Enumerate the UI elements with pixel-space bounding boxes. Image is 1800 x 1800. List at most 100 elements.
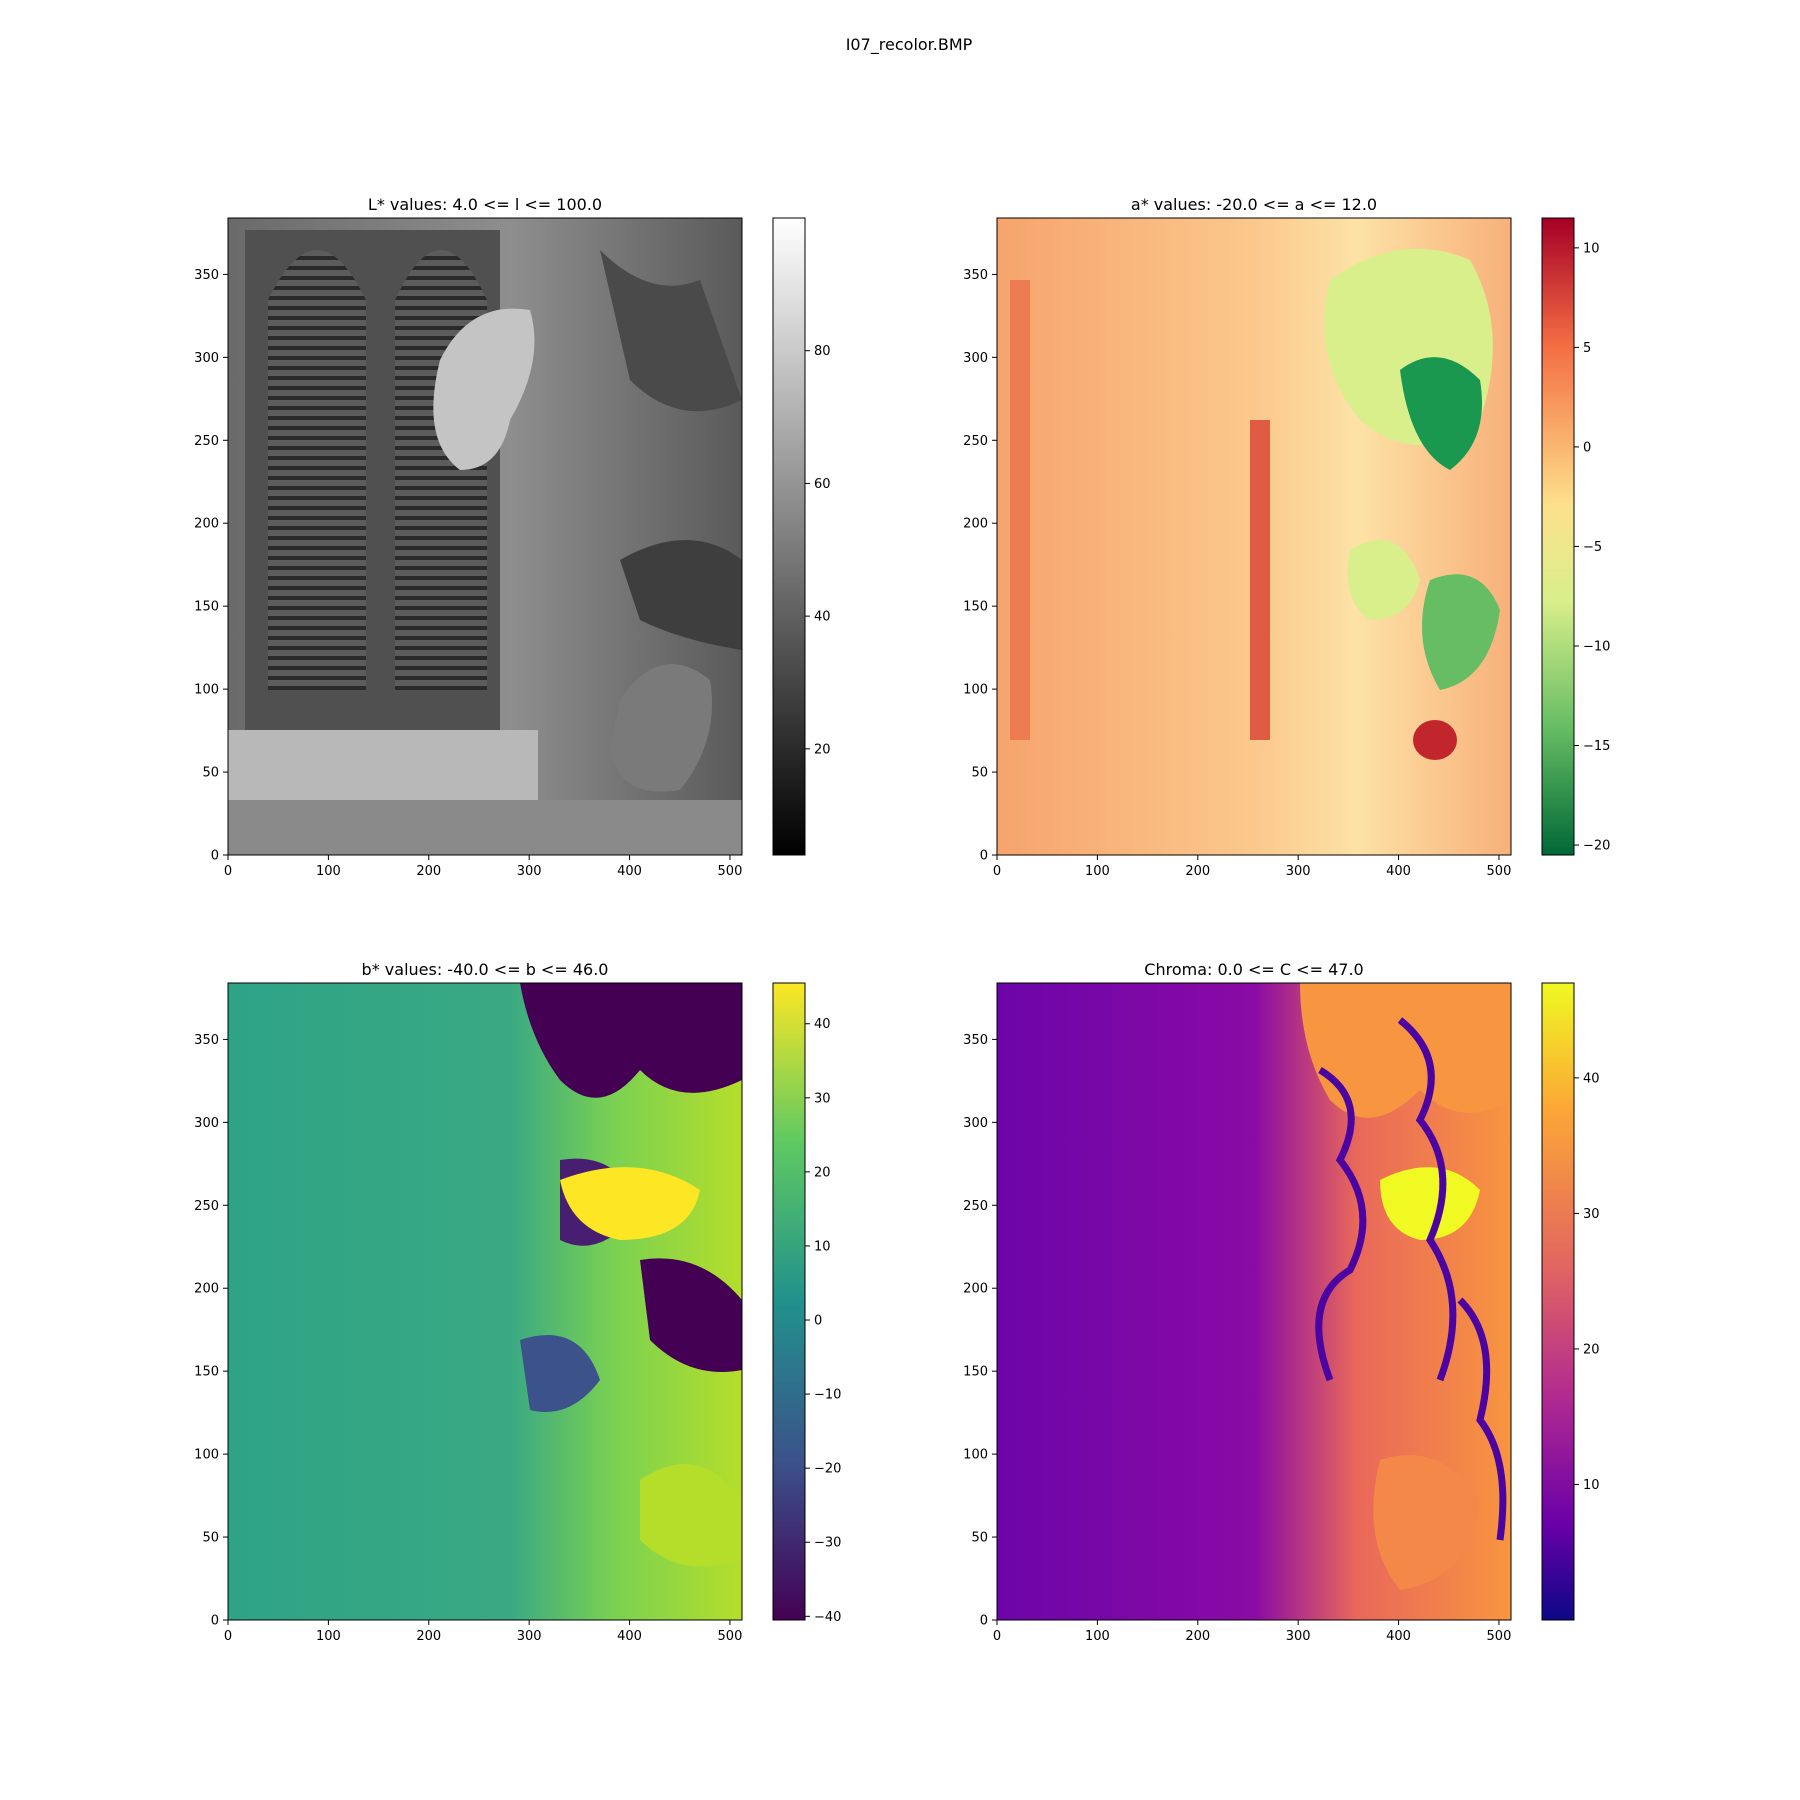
x-tick-label: 400: [1386, 864, 1411, 879]
y-tick-label: 300: [194, 351, 219, 366]
a-x-ticks: 0 100 200 300 400 500: [993, 855, 1512, 879]
panel-l-values: L* values: 4.0 <= l <= 100.0 0 100 200 300 4…: [194, 195, 830, 879]
y-tick-label: 150: [963, 600, 988, 615]
y-tick-label: 0: [980, 1614, 988, 1629]
chroma-y-ticks: 0 50 100 150 200 250 300 350: [963, 1033, 997, 1629]
panel-a-values: a* values: -20.0 <= a <= 12.0 0 100 200 300…: [963, 195, 1610, 879]
chroma-axis-title: Chroma: 0.0 <= C <= 47.0: [1144, 960, 1363, 979]
b-image: [228, 983, 742, 1620]
a-colorbar: [1541, 217, 1575, 856]
panel-chroma: Chroma: 0.0 <= C <= 47.0 0 100 200 300 400 50…: [963, 960, 1599, 1644]
x-tick-label: 200: [1185, 864, 1210, 879]
y-tick-label: 200: [963, 1282, 988, 1297]
y-tick-label: 350: [963, 268, 988, 283]
y-tick-label: 150: [194, 1365, 219, 1380]
y-tick-label: 150: [194, 600, 219, 615]
y-tick-label: 200: [194, 1282, 219, 1297]
a-axis-title: a* values: -20.0 <= a <= 12.0: [1131, 195, 1377, 214]
x-tick-label: 0: [993, 1629, 1001, 1644]
y-tick-label: 250: [963, 1199, 988, 1214]
l-colorbar: [772, 217, 806, 856]
y-tick-label: 100: [963, 683, 988, 698]
b-colorbar: [772, 982, 806, 1621]
colorbar-tick-label: 60: [814, 477, 831, 492]
x-tick-label: 500: [1487, 1629, 1512, 1644]
l-axes-frame: [227, 217, 743, 856]
y-tick-label: 250: [194, 434, 219, 449]
y-tick-label: 50: [971, 766, 988, 781]
y-tick-label: 0: [980, 849, 988, 864]
x-tick-label: 300: [517, 864, 542, 879]
x-tick-label: 200: [416, 1629, 441, 1644]
x-tick-label: 500: [718, 1629, 743, 1644]
x-tick-label: 300: [1286, 864, 1311, 879]
b-axis-title: b* values: -40.0 <= b <= 46.0: [362, 960, 609, 979]
y-tick-label: 50: [971, 1531, 988, 1546]
colorbar-tick-label: −15: [1583, 739, 1610, 754]
colorbar-tick-label: −20: [1583, 839, 1610, 854]
chroma-colorbar-ticks: 40 30 20 10: [1574, 1071, 1600, 1493]
l-colorbar-ticks: 20 40 60 80: [805, 344, 831, 757]
x-tick-label: 300: [1286, 1629, 1311, 1644]
x-tick-label: 0: [224, 1629, 232, 1644]
colorbar-tick-label: 10: [1583, 1478, 1600, 1493]
chroma-image: [997, 983, 1511, 1620]
colorbar-tick-label: 40: [814, 1017, 831, 1032]
colorbar-tick-label: 0: [1583, 440, 1591, 455]
colorbar-tick-label: −30: [814, 1536, 841, 1551]
x-tick-label: 100: [1085, 864, 1110, 879]
l-x-ticks: 0 100 200 300 400 500: [224, 855, 742, 879]
y-tick-label: 300: [194, 1116, 219, 1131]
a-axes-frame: [996, 217, 1512, 856]
chroma-colorbar: [1541, 982, 1575, 1621]
y-tick-label: 200: [194, 517, 219, 532]
colorbar-tick-label: 10: [814, 1239, 831, 1254]
y-tick-label: 100: [963, 1448, 988, 1463]
colorbar-tick-label: 10: [1583, 241, 1600, 256]
y-tick-label: 350: [194, 268, 219, 283]
colorbar-tick-label: 40: [1583, 1071, 1600, 1086]
colorbar-tick-label: 20: [814, 742, 831, 757]
y-tick-label: 50: [202, 766, 219, 781]
chroma-x-ticks: 0 100 200 300 400 500: [993, 1620, 1512, 1644]
b-axes-frame: [227, 982, 743, 1621]
colorbar-tick-label: 40: [814, 610, 831, 625]
colorbar-tick-label: −5: [1583, 540, 1602, 555]
colorbar-tick-label: 80: [814, 344, 831, 359]
y-tick-label: 250: [963, 434, 988, 449]
figure-suptitle: I07_recolor.BMP: [846, 35, 973, 55]
a-y-ticks: 0 50 100 150 200 250 300 350: [963, 268, 997, 864]
l-y-ticks: 0 50 100 150 200 250 300 350: [194, 268, 228, 864]
x-tick-label: 100: [1085, 1629, 1110, 1644]
x-tick-label: 200: [1185, 1629, 1210, 1644]
y-tick-label: 150: [963, 1365, 988, 1380]
y-tick-label: 250: [194, 1199, 219, 1214]
colorbar-tick-label: 30: [814, 1091, 831, 1106]
a-image: [997, 218, 1511, 855]
colorbar-tick-label: 30: [1583, 1207, 1600, 1222]
colorbar-tick-label: −20: [814, 1462, 841, 1477]
x-tick-label: 300: [517, 1629, 542, 1644]
y-tick-label: 100: [194, 1448, 219, 1463]
colorbar-tick-label: −10: [814, 1388, 841, 1403]
l-axis-title: L* values: 4.0 <= l <= 100.0: [368, 195, 602, 214]
b-colorbar-ticks: 40 30 20 10 0 −10 −20 −30 −40: [805, 1017, 841, 1625]
colorbar-tick-label: 20: [814, 1165, 831, 1180]
y-tick-label: 350: [963, 1033, 988, 1048]
x-tick-label: 400: [617, 864, 642, 879]
y-tick-label: 300: [963, 351, 988, 366]
y-tick-label: 50: [202, 1531, 219, 1546]
b-y-ticks: 0 50 100 150 200 250 300 350: [194, 1033, 228, 1629]
x-tick-label: 500: [1487, 864, 1512, 879]
colorbar-tick-label: −10: [1583, 639, 1610, 654]
y-tick-label: 300: [963, 1116, 988, 1131]
panel-b-values: b* values: -40.0 <= b <= 46.0 0 100 200 300…: [194, 960, 841, 1644]
colorbar-tick-label: 5: [1583, 341, 1591, 356]
l-image: [228, 218, 742, 855]
x-tick-label: 400: [617, 1629, 642, 1644]
x-tick-label: 0: [224, 864, 232, 879]
y-tick-label: 0: [211, 1614, 219, 1629]
chroma-axes-frame: [996, 982, 1512, 1621]
x-tick-label: 100: [316, 864, 341, 879]
